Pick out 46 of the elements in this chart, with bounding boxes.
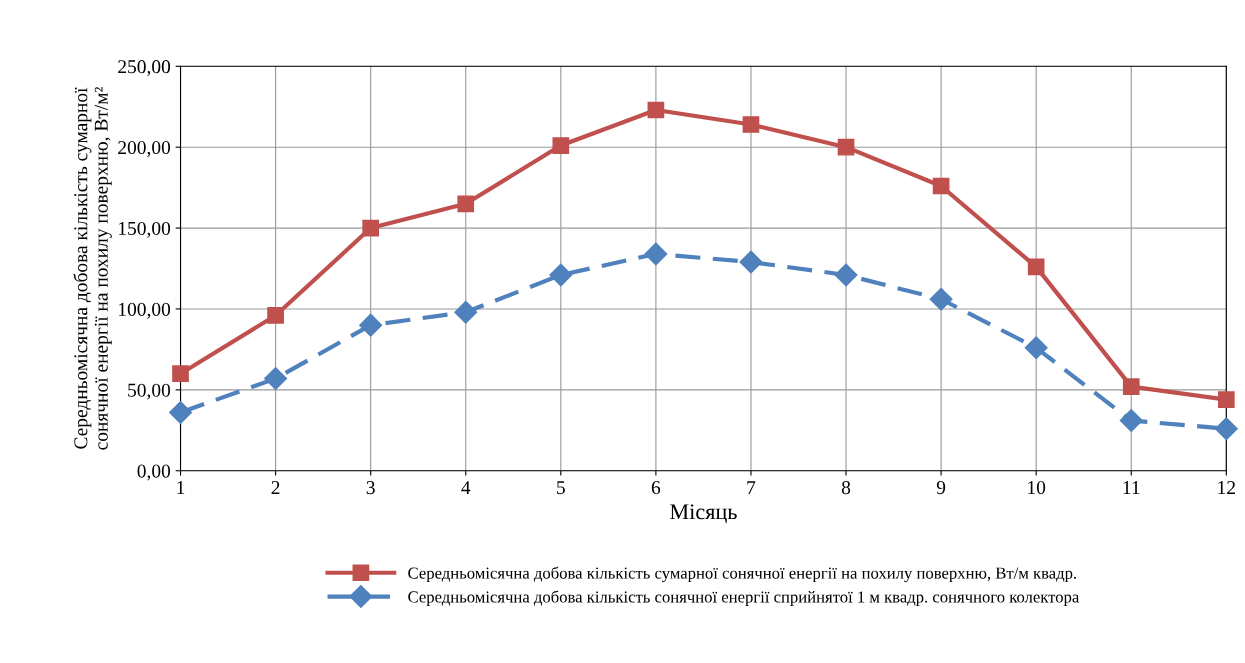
x-tick-label: 11 (1123, 481, 1140, 494)
point (1122, 378, 1140, 395)
point (457, 195, 475, 213)
x-tick-label: 2 (271, 481, 280, 494)
y-tick-label: 150,00 (119, 221, 171, 238)
point (1214, 417, 1238, 441)
point (932, 177, 950, 195)
x-tick-label: 3 (366, 481, 375, 495)
point (1217, 391, 1235, 408)
x-tick-label: 12 (1218, 481, 1235, 494)
point (169, 400, 193, 424)
point (644, 242, 668, 266)
legend-label: Середньомісячна добова кількість сонячної енергії сприйнятої 1 м квадр. сонячного колектора (408, 590, 1080, 606)
point (647, 101, 665, 119)
point (362, 219, 380, 237)
point (552, 137, 570, 154)
point (837, 138, 855, 156)
x-tick-label: 6 (651, 481, 661, 495)
point (1024, 336, 1048, 360)
legend-label: Середньомісячна добова кількість сумарної сонячної енергії на похилу поверхню, Вт/м квадр. (408, 566, 1077, 583)
point (1119, 409, 1143, 433)
y-tick-label: 0,00 (137, 464, 171, 481)
point (739, 250, 763, 274)
x-tick-label: 1 (177, 481, 185, 494)
y-tick-label: 100,00 (119, 302, 171, 319)
x-tick-label: 8 (841, 481, 851, 495)
point (929, 287, 953, 311)
x-axis-title: Місяць (670, 504, 737, 524)
y-tick-label: 250,00 (118, 60, 171, 77)
y-tick-label: 50,00 (128, 383, 171, 400)
point (264, 367, 288, 391)
point (742, 116, 760, 133)
x-tick-label: 4 (461, 481, 471, 494)
point (834, 263, 858, 287)
point (267, 307, 284, 324)
y-axis-title: Середньомісячна добова кількість сумарної сонячної енергії на похилу поверхню, Вт/м² (73, 87, 112, 450)
x-tick-label: 5 (557, 481, 565, 495)
point (454, 300, 478, 324)
point (172, 365, 189, 383)
x-tick-label: 7 (747, 481, 756, 494)
x-tick-label: 10 (1028, 481, 1046, 495)
y-tick-label: 200,00 (118, 141, 171, 157)
x-tick-label: 9 (936, 481, 946, 495)
point (359, 313, 383, 337)
point (1027, 258, 1045, 276)
point (549, 263, 573, 287)
